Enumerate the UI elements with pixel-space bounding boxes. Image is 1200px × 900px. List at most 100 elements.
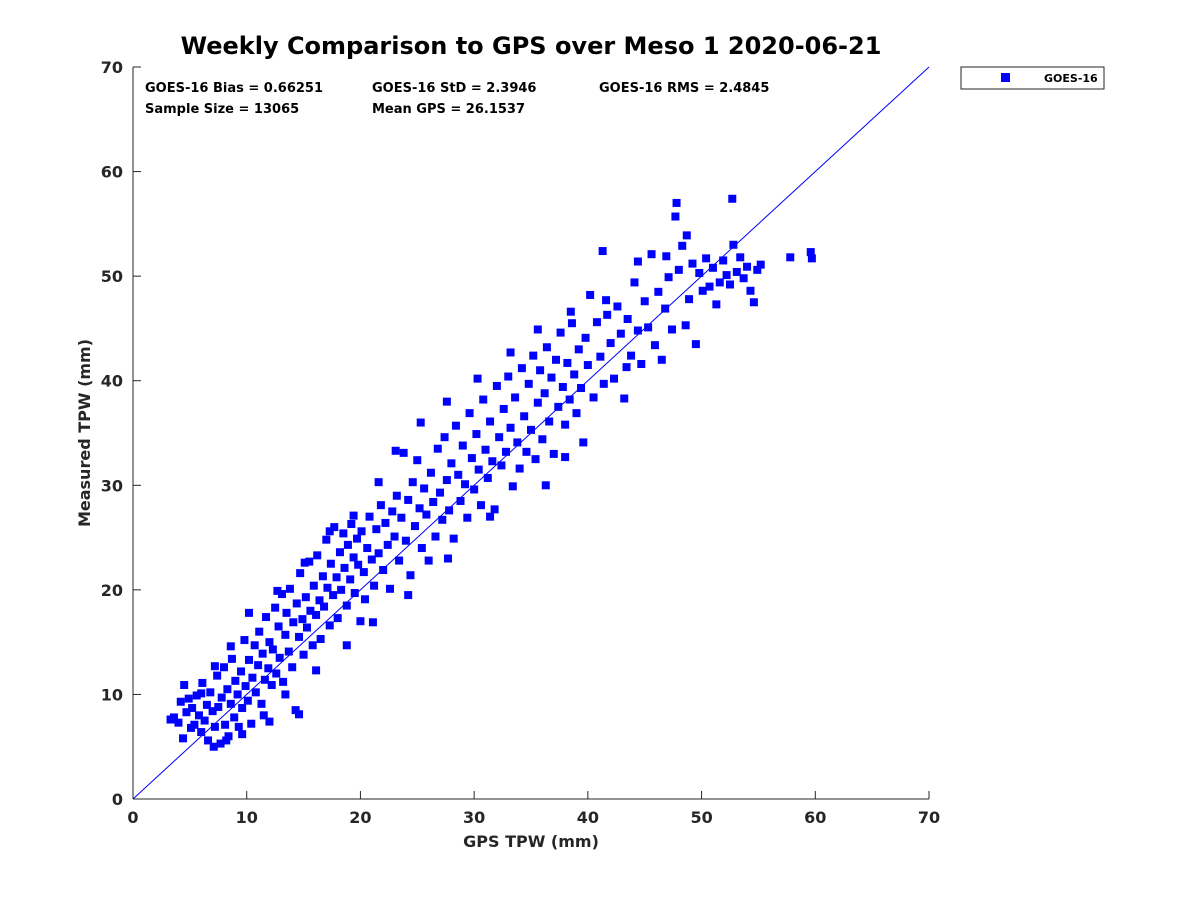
data-point	[395, 556, 404, 565]
data-point	[210, 662, 219, 671]
data-point	[442, 397, 451, 406]
data-point	[322, 535, 331, 544]
data-point	[325, 527, 334, 536]
data-point	[524, 379, 533, 388]
x-tick-label: 40	[577, 808, 599, 827]
y-tick-label: 40	[101, 372, 123, 391]
data-point	[732, 267, 741, 276]
data-point	[674, 265, 683, 274]
data-point	[367, 555, 376, 564]
data-point	[329, 591, 338, 600]
data-point	[291, 706, 300, 715]
x-tick-label: 50	[690, 808, 712, 827]
data-point	[443, 554, 452, 563]
data-point	[309, 581, 318, 590]
data-point	[647, 250, 656, 259]
data-point	[589, 393, 598, 402]
data-point	[308, 641, 317, 650]
data-point	[305, 557, 314, 566]
data-point	[488, 457, 497, 466]
data-point	[547, 373, 556, 382]
data-point	[627, 351, 636, 360]
data-point	[406, 571, 415, 580]
data-point	[295, 632, 304, 641]
data-point	[234, 722, 243, 731]
data-point	[221, 720, 230, 729]
data-point	[586, 290, 595, 299]
data-point	[302, 623, 311, 632]
data-point	[174, 718, 183, 727]
data-point	[483, 473, 492, 482]
data-point	[728, 194, 737, 203]
data-point	[698, 286, 707, 295]
data-point	[447, 459, 456, 468]
data-point	[216, 739, 225, 748]
bias-stat: GOES-16 Bias = 0.66251	[145, 81, 323, 96]
data-point	[533, 325, 542, 334]
data-point	[807, 254, 816, 263]
data-point	[542, 343, 551, 352]
data-point	[363, 544, 372, 553]
data-point	[567, 319, 576, 328]
data-point	[233, 690, 242, 699]
data-point	[622, 363, 631, 372]
mean-gps-stat: Mean GPS = 26.1537	[372, 102, 525, 117]
data-point	[420, 484, 429, 493]
data-point	[182, 708, 191, 717]
data-point	[465, 409, 474, 418]
data-point	[312, 666, 321, 675]
data-point	[238, 730, 247, 739]
data-point	[563, 358, 572, 367]
data-point	[408, 478, 417, 487]
data-point	[330, 523, 339, 532]
y-tick-label: 0	[112, 790, 123, 809]
data-point	[411, 522, 420, 531]
data-point	[633, 257, 642, 266]
data-point	[743, 262, 752, 271]
data-point	[217, 693, 226, 702]
data-point	[616, 329, 625, 338]
data-point	[356, 617, 365, 626]
data-point	[379, 565, 388, 574]
data-point	[664, 273, 673, 282]
data-point	[179, 734, 188, 743]
data-point	[715, 278, 724, 287]
data-point	[404, 591, 413, 600]
x-tick-label: 20	[349, 808, 371, 827]
data-point	[786, 253, 795, 262]
data-point	[592, 318, 601, 327]
data-point	[392, 491, 401, 500]
data-point	[227, 654, 236, 663]
data-point	[315, 596, 324, 605]
data-point	[492, 381, 501, 390]
data-point	[565, 395, 574, 404]
data-point	[504, 372, 513, 381]
data-point	[644, 323, 653, 332]
data-point	[388, 507, 397, 516]
data-point	[296, 569, 305, 578]
reference-line	[132, 66, 930, 800]
data-point	[265, 717, 274, 726]
data-point	[268, 645, 277, 654]
data-point	[623, 315, 632, 324]
data-point	[226, 699, 235, 708]
data-point	[620, 394, 629, 403]
data-point	[226, 642, 235, 651]
data-point	[169, 713, 178, 722]
data-point	[637, 359, 646, 368]
data-point	[719, 256, 728, 265]
data-point	[318, 572, 327, 581]
data-point	[241, 682, 250, 691]
data-point	[501, 447, 510, 456]
legend[interactable]: GOES-16	[960, 66, 1105, 90]
data-point	[180, 681, 189, 690]
data-point	[472, 430, 481, 439]
data-point	[486, 417, 495, 426]
data-point	[476, 501, 485, 510]
data-point	[259, 711, 268, 720]
data-point	[746, 286, 755, 295]
data-point	[240, 636, 249, 645]
data-point	[244, 608, 253, 617]
data-point	[561, 453, 570, 462]
data-point	[467, 454, 476, 463]
